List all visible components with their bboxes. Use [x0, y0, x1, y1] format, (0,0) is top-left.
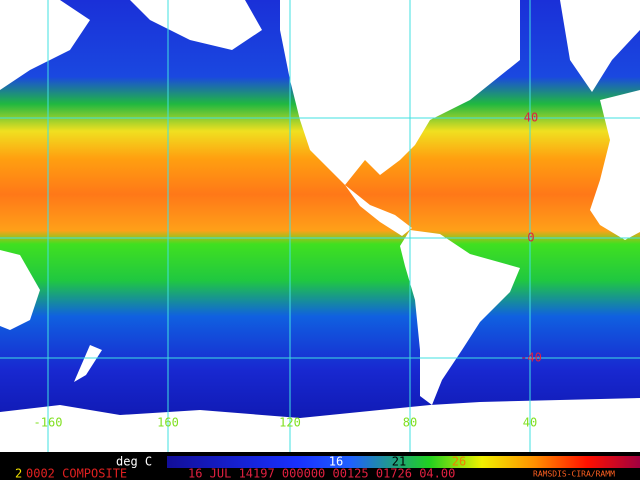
colorbar-label: 21: [392, 455, 406, 469]
colorbar-unit: deg C: [116, 455, 152, 469]
land: [0, 0, 640, 452]
longitude-label: 40: [523, 416, 537, 430]
colorbar-label: 16: [329, 455, 343, 469]
colorbar-label: 26: [452, 455, 466, 469]
longitude-label: -160: [34, 416, 63, 430]
latitude-label: -40: [520, 351, 542, 365]
latitude-label: 40: [524, 111, 538, 125]
footer-prefix: 2: [15, 467, 22, 480]
longitude-label: 80: [403, 416, 417, 430]
colorbar-unit-bg: [113, 456, 167, 468]
footer-product: 0002 COMPOSITE: [26, 467, 127, 480]
footer-info: 16 JUL 14197 000000 00125 01726 04.00: [188, 467, 455, 480]
latitude-label: 0: [527, 231, 534, 245]
footer-source: RAMSDIS-CIRA/RAMM: [533, 470, 615, 479]
longitude-label: 120: [279, 416, 301, 430]
graticule: [0, 0, 640, 452]
colorbar: [113, 456, 640, 468]
longitude-label: 160: [157, 416, 179, 430]
